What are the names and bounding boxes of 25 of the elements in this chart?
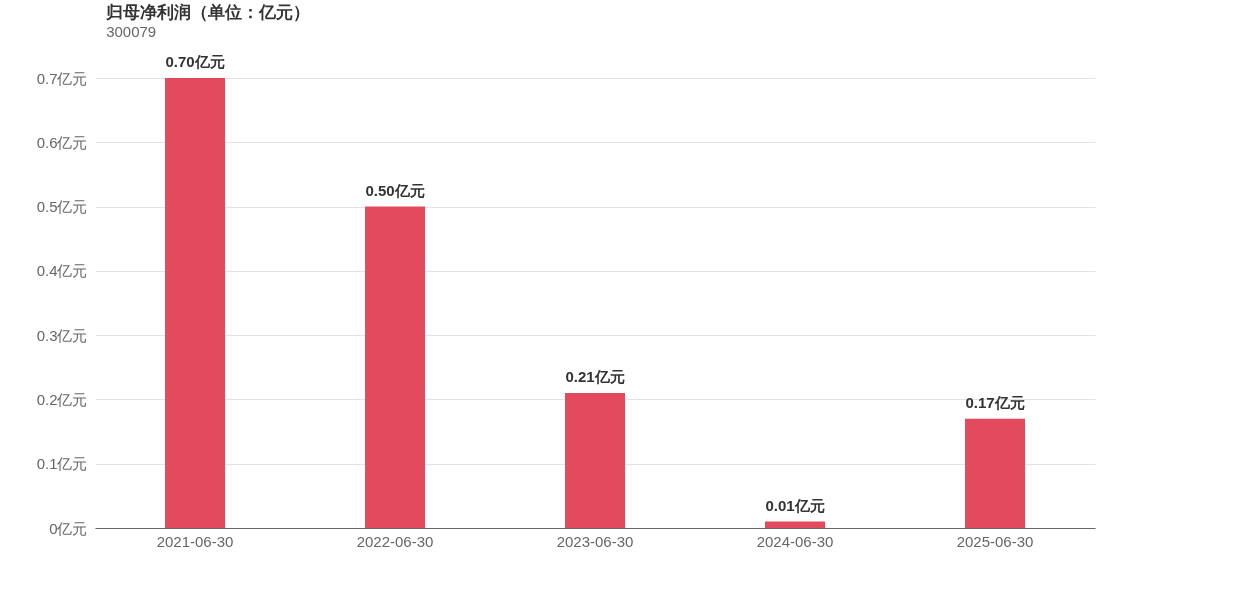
x-tick-label: 2024-06-30 [756, 532, 834, 550]
x-tick-label: 2022-06-30 [356, 532, 434, 550]
data-label: 0.17亿元 [965, 393, 1025, 411]
bar [765, 521, 825, 528]
chart-title: 归母净利润（单位：亿元） [105, 3, 311, 22]
data-label: 0.70亿元 [165, 53, 225, 70]
bar [165, 78, 225, 528]
data-label: 0.01亿元 [765, 496, 825, 514]
x-tick-label: 2023-06-30 [556, 532, 634, 550]
y-tick-label: 0.7亿元 [36, 69, 88, 87]
x-tick-label: 2021-06-30 [156, 532, 234, 550]
bar [565, 393, 625, 528]
chart-subtitle: 300079 [106, 23, 157, 40]
data-label: 0.21亿元 [565, 368, 625, 385]
y-tick-label: 0.1亿元 [36, 455, 88, 473]
bar [965, 418, 1025, 528]
y-tick-label: 0亿元 [49, 519, 88, 537]
x-tick-label: 2025-06-30 [956, 532, 1034, 550]
bar [365, 206, 425, 528]
y-tick-label: 0.4亿元 [36, 262, 88, 280]
y-tick-label: 0.3亿元 [36, 326, 88, 344]
y-tick-label: 0.6亿元 [36, 133, 88, 151]
data-label: 0.50亿元 [365, 181, 425, 199]
y-tick-label: 0.2亿元 [36, 390, 88, 408]
y-tick-label: 0.5亿元 [36, 198, 88, 216]
